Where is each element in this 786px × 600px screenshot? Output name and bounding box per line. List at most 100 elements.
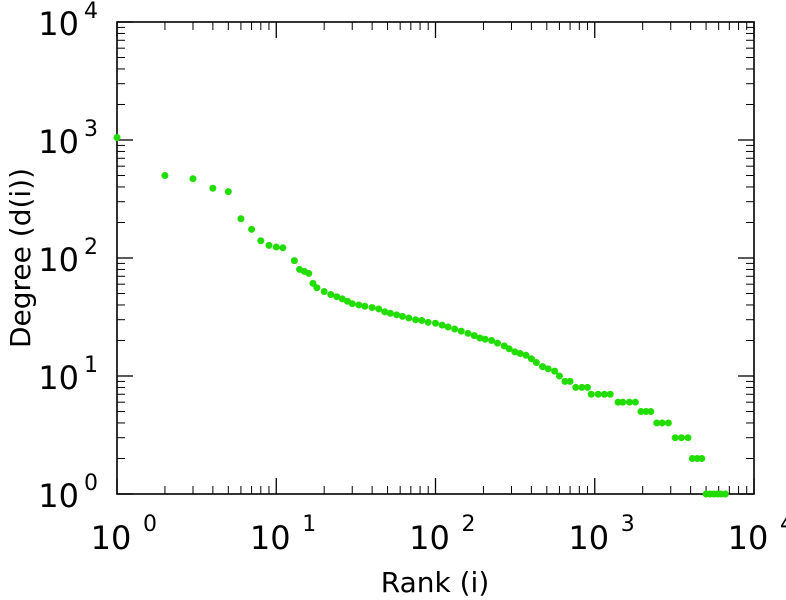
data-point xyxy=(405,314,413,322)
data-point xyxy=(551,367,559,375)
data-point xyxy=(305,269,313,277)
x-tick-label-base: 10 xyxy=(568,519,609,557)
data-points xyxy=(113,133,729,498)
data-point xyxy=(637,408,645,416)
data-point xyxy=(671,434,679,442)
data-point xyxy=(532,359,540,367)
data-point xyxy=(698,454,706,462)
data-point xyxy=(375,305,383,313)
y-tick-label-base: 10 xyxy=(38,5,79,43)
y-tick-label-base: 10 xyxy=(38,241,79,279)
data-point xyxy=(355,301,363,309)
data-point xyxy=(432,319,439,327)
x-tick-label-exp: 1 xyxy=(302,512,316,537)
data-point xyxy=(412,316,420,324)
data-point xyxy=(451,325,459,333)
data-point xyxy=(544,365,552,373)
data-point xyxy=(587,390,595,398)
data-point xyxy=(516,350,524,358)
data-point xyxy=(224,188,232,196)
y-tick-label-base: 10 xyxy=(38,123,79,161)
data-point xyxy=(572,383,580,391)
x-tick-label-base: 10 xyxy=(250,519,291,557)
x-tick-label-exp: 3 xyxy=(621,512,635,537)
data-point xyxy=(265,241,273,249)
data-point xyxy=(594,390,602,398)
x-tick-label-exp: 2 xyxy=(462,512,476,537)
data-point xyxy=(684,434,692,442)
y-tick-label-exp: 0 xyxy=(84,471,98,496)
y-axis-label: Degree (d(i)) xyxy=(4,168,37,348)
data-point xyxy=(566,377,574,385)
x-tick-label-base: 10 xyxy=(91,519,132,557)
data-point xyxy=(561,377,569,385)
minor-ticks xyxy=(117,22,754,494)
data-point xyxy=(658,419,666,427)
data-point xyxy=(522,351,530,359)
data-point xyxy=(257,237,265,245)
data-point xyxy=(381,308,389,316)
data-point xyxy=(555,372,563,380)
data-point xyxy=(493,339,501,347)
data-point xyxy=(606,390,614,398)
y-tick-label-exp: 3 xyxy=(84,117,98,142)
major-ticks xyxy=(116,21,755,495)
data-point xyxy=(647,408,655,416)
data-point xyxy=(653,419,661,427)
data-point xyxy=(418,317,426,325)
data-point xyxy=(113,133,121,141)
y-tick-label-base: 10 xyxy=(38,477,79,515)
data-point xyxy=(481,335,489,343)
data-point xyxy=(424,318,432,326)
y-tick-label-base: 10 xyxy=(38,359,79,397)
data-point xyxy=(625,398,633,406)
data-point xyxy=(470,332,478,340)
data-point xyxy=(600,390,608,398)
x-axis-label: Rank (i) xyxy=(381,566,490,599)
y-tick-label-exp: 1 xyxy=(84,353,98,378)
data-point xyxy=(290,257,298,265)
data-point xyxy=(272,243,280,251)
data-point xyxy=(313,284,321,292)
data-point xyxy=(476,334,484,342)
data-point xyxy=(677,434,685,442)
data-point xyxy=(721,490,729,498)
data-point xyxy=(619,398,627,406)
data-point xyxy=(237,215,245,223)
data-point xyxy=(209,184,217,192)
data-point xyxy=(444,323,452,331)
x-tick-label-exp: 4 xyxy=(780,512,786,537)
data-point xyxy=(511,348,519,356)
data-point xyxy=(161,172,169,180)
data-point xyxy=(333,293,341,301)
y-tick-label-exp: 4 xyxy=(84,0,98,24)
data-point xyxy=(438,321,446,329)
data-point xyxy=(348,300,356,308)
data-point xyxy=(327,291,335,299)
data-point xyxy=(398,312,406,320)
data-point xyxy=(320,288,328,296)
data-point xyxy=(664,419,672,427)
data-point xyxy=(368,304,376,312)
data-point xyxy=(539,363,547,371)
data-point xyxy=(248,225,256,233)
data-point xyxy=(583,383,591,391)
data-point xyxy=(488,336,496,344)
data-point xyxy=(688,454,696,462)
data-point xyxy=(464,329,472,337)
y-tick-label-exp: 2 xyxy=(84,235,98,260)
x-tick-label-base: 10 xyxy=(728,519,769,557)
data-point xyxy=(393,311,401,319)
data-point xyxy=(578,383,586,391)
data-point xyxy=(361,302,369,310)
data-point xyxy=(189,175,197,183)
x-tick-labels: 10 0 10 1 10 2 10 3 10 4 xyxy=(91,512,786,557)
data-point xyxy=(527,355,535,363)
x-tick-label-base: 10 xyxy=(409,519,450,557)
data-point xyxy=(457,327,465,335)
data-point xyxy=(631,398,639,406)
data-point xyxy=(505,345,513,353)
data-point xyxy=(386,309,394,317)
